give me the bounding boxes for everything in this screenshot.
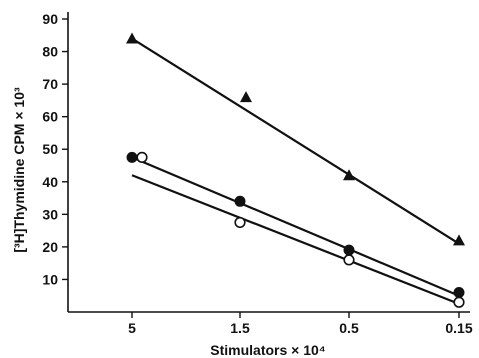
open-circle-fit-line (131, 174, 460, 305)
axes (67, 12, 470, 313)
y-tick-label: 70 (42, 76, 58, 92)
open-circle-point (453, 296, 465, 308)
filled-circle-point (126, 151, 138, 163)
open-circle-point (136, 151, 148, 163)
y-tick-label: 80 (42, 44, 58, 60)
filled-circle-fit-line (131, 156, 460, 297)
triangle-point (240, 91, 252, 103)
y-tick-label: 50 (42, 141, 58, 157)
y-tick-label: 40 (42, 174, 58, 190)
x-tick-label: 0.15 (445, 320, 472, 336)
y-tick-label: 60 (42, 109, 58, 125)
y-axis-title: [³H]Thymidine CPM × 10³ (11, 87, 27, 253)
y-tick-label: 10 (42, 271, 58, 287)
triangle-point (126, 32, 138, 44)
triangle-point (343, 169, 355, 181)
x-axis-title: Stimulators × 10⁴ (210, 342, 326, 358)
y-tick-label: 90 (42, 11, 58, 27)
filled-circle-point (234, 195, 246, 207)
triangle-point (453, 234, 465, 246)
x-tick-label: 5 (128, 320, 136, 336)
y-tick-label: 30 (42, 206, 58, 222)
x-tick-label: 1.5 (230, 320, 250, 336)
filled-circle-point (343, 244, 355, 256)
x-tick-label: 0.5 (339, 320, 359, 336)
data-points (126, 32, 465, 308)
open-circle-point (343, 254, 355, 266)
fit-lines (131, 37, 460, 305)
filled-triangle-fit-line (131, 37, 460, 245)
filled-circle-point (453, 286, 465, 298)
y-ticks: 10 20 30 40 50 60 70 80 90 (42, 11, 68, 287)
open-circle-point (234, 216, 246, 229)
x-ticks: 5 1.5 0.5 0.15 (128, 312, 473, 336)
y-tick-label: 20 (42, 239, 58, 255)
